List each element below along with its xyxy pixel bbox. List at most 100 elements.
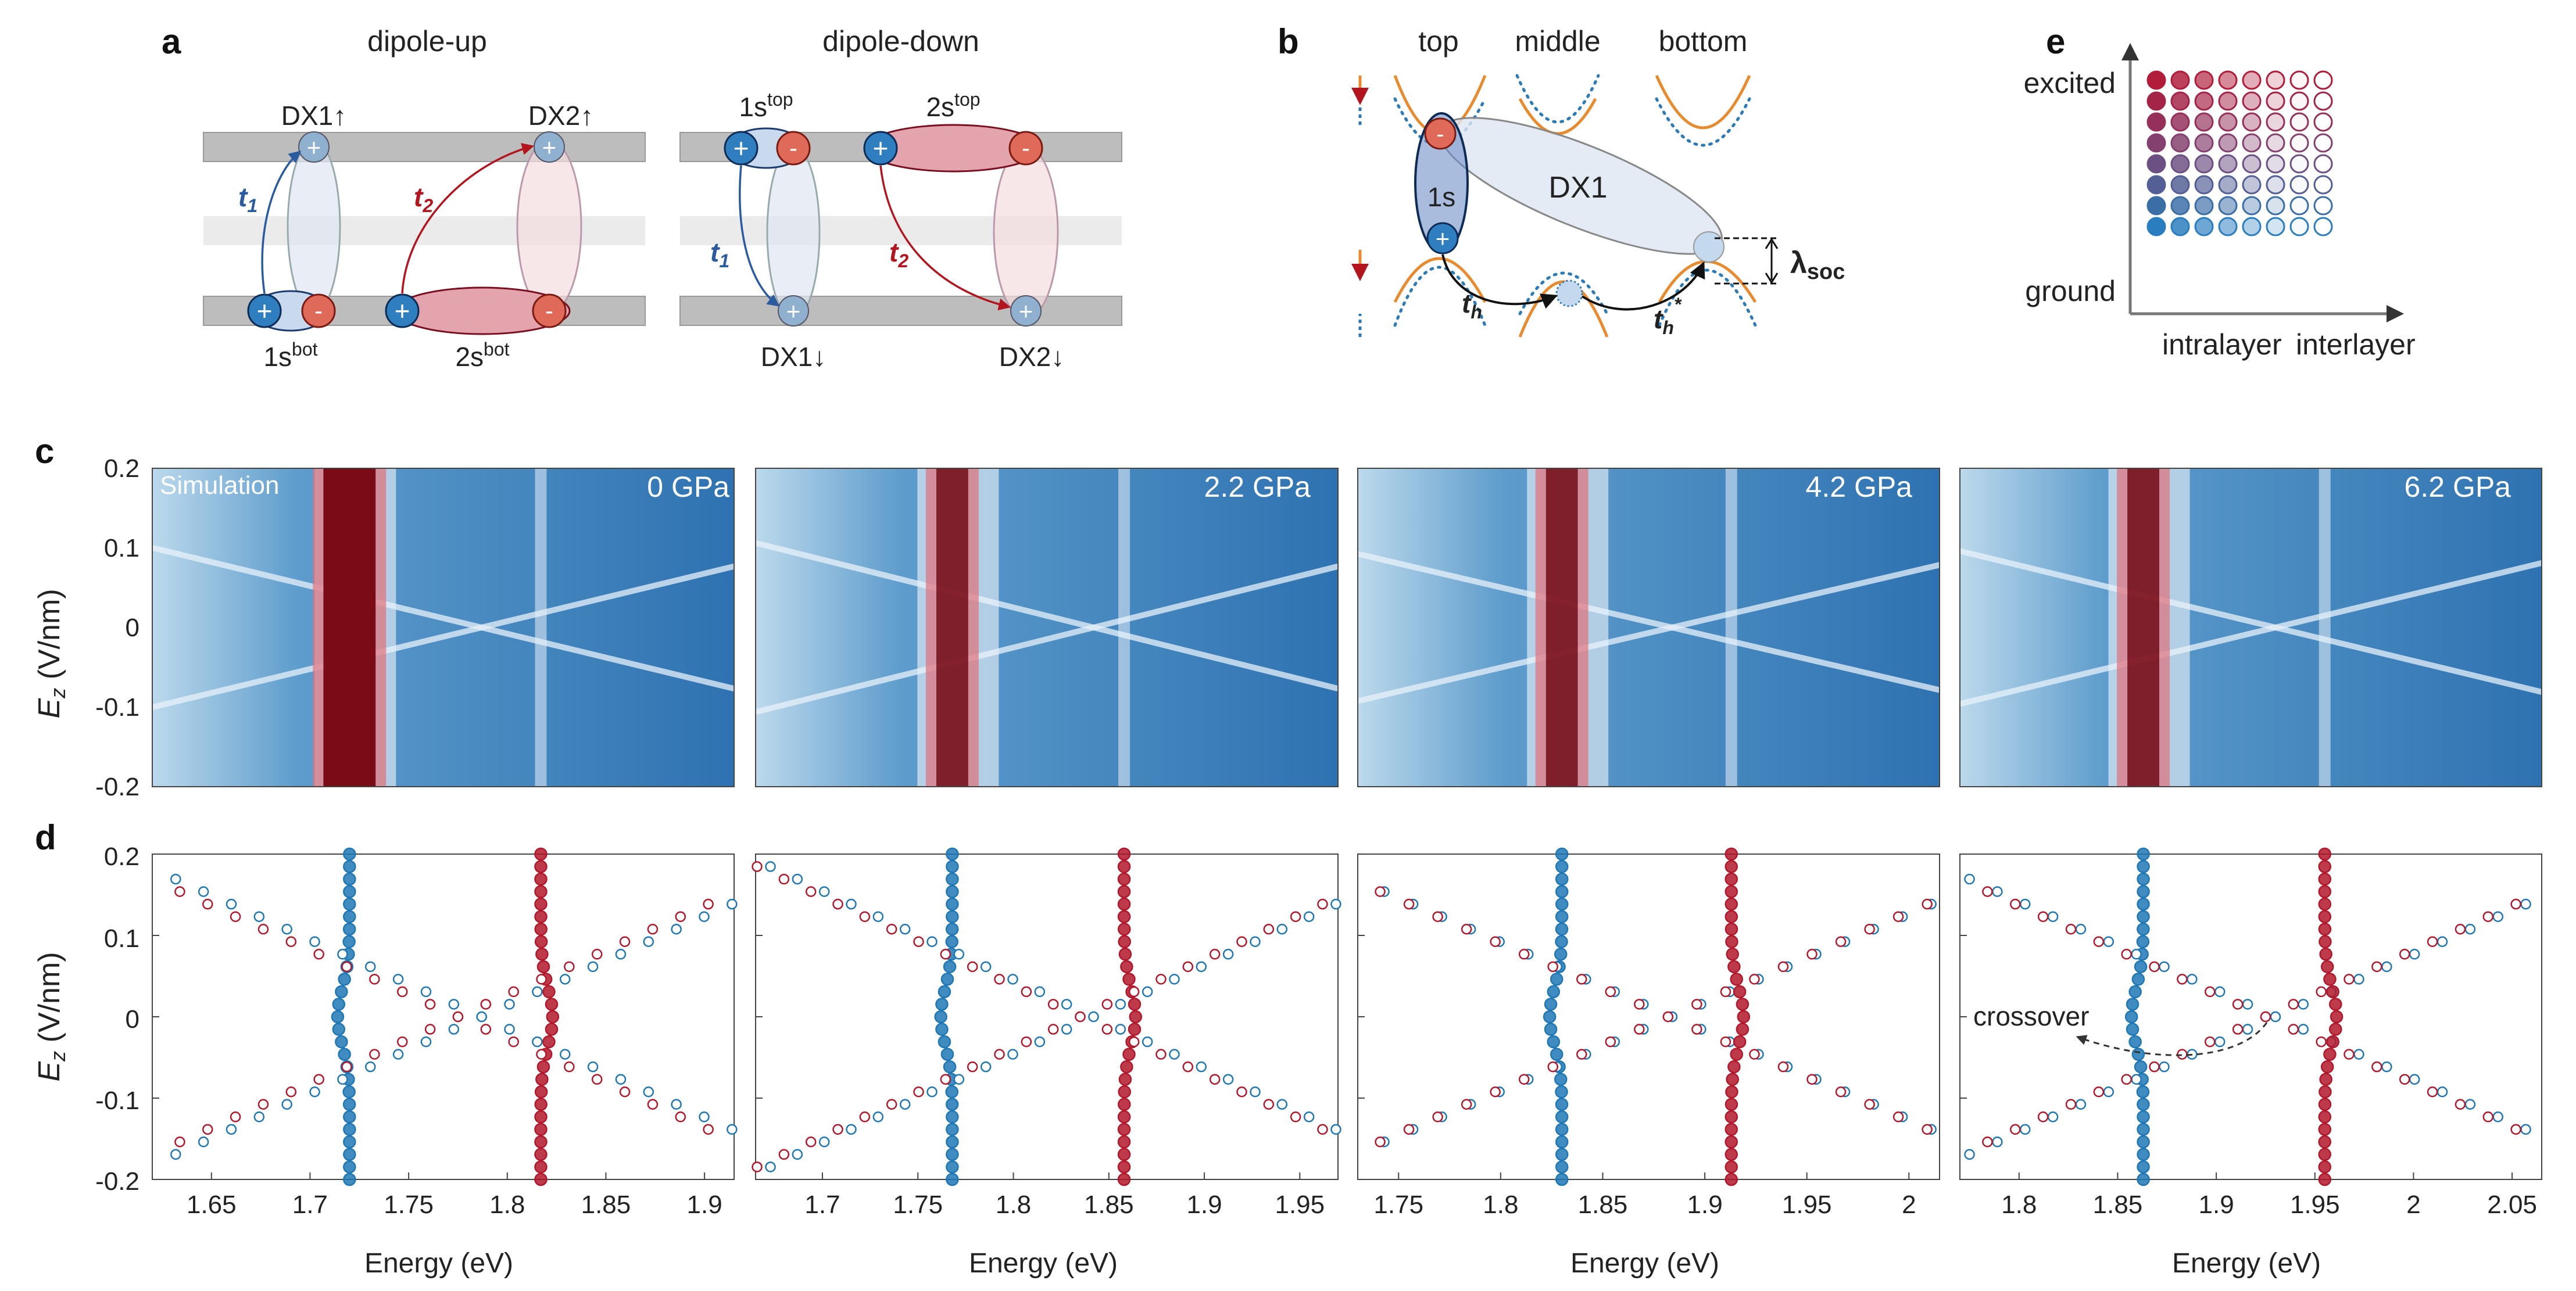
data-point [335, 985, 348, 999]
minus-sign: - [1022, 134, 1030, 162]
data-point [1806, 949, 1817, 960]
t2-sub: 2 [422, 195, 433, 216]
exciton-dot [2218, 133, 2238, 153]
data-point [534, 1085, 548, 1099]
data-point [1634, 999, 1645, 1010]
data-point [1725, 872, 1738, 886]
exciton-dot [2194, 175, 2214, 195]
dx2-down-label: DX2↓ [999, 342, 1064, 372]
charge-plus-faded: + [1010, 295, 1042, 327]
1s-text: 1s [263, 342, 292, 372]
data-point [2010, 898, 2021, 910]
data-point [392, 1049, 404, 1060]
data-point [2137, 922, 2150, 936]
data-point [619, 936, 631, 948]
data-point [1117, 1160, 1131, 1174]
heatmap-interlayer-line [1358, 551, 1940, 693]
data-point [1547, 985, 1561, 999]
data-point [534, 922, 548, 936]
data-point [1730, 973, 1743, 986]
exciton-dot [2242, 217, 2262, 236]
data-point [2409, 949, 2420, 960]
data-point [534, 860, 548, 873]
data-point [341, 1061, 352, 1073]
minus-sign: - [789, 134, 797, 162]
data-point [1555, 1123, 1569, 1136]
data-point [2319, 1073, 2332, 1086]
data-point [1777, 961, 1789, 973]
1s-top-label: 1stop [739, 89, 793, 122]
data-point [2137, 1172, 2150, 1186]
col-bottom-label: bottom [1659, 25, 1748, 58]
data-point [1007, 974, 1018, 985]
x-tick-label: 1.85 [581, 1190, 631, 1219]
data-point [2319, 935, 2332, 949]
data-point [1117, 922, 1131, 936]
data-point [2232, 1024, 2244, 1035]
data-point [1982, 1136, 1993, 1147]
data-point [170, 873, 181, 885]
data-point [1047, 999, 1059, 1010]
x-tick-label: 1.8 [1483, 1190, 1518, 1219]
data-point [2399, 949, 2410, 960]
t1-label: t1 [710, 237, 729, 271]
data-point [2131, 1048, 2145, 1061]
panel-label-b: b [1278, 22, 1299, 61]
data-point [343, 1123, 356, 1136]
data-point [2137, 910, 2150, 923]
data-point [1555, 1098, 1569, 1111]
th-star-text: t [1654, 304, 1663, 334]
data-point [1118, 1085, 1131, 1099]
data-point [2319, 948, 2332, 961]
data-point [420, 986, 432, 998]
exciton-dot [2266, 154, 2285, 174]
data-point [2037, 911, 2049, 922]
data-point [1720, 1036, 1731, 1048]
data-point [2316, 986, 2327, 998]
data-point [343, 1147, 356, 1161]
scatter-panel: 1.75 1.8 1.85 1.9 1.95 2 [1357, 847, 1940, 1219]
data-point [946, 860, 959, 873]
data-point [1576, 974, 1587, 985]
data-point [342, 1098, 356, 1111]
data-point [1892, 911, 1904, 922]
c-ylabel-e: E [33, 698, 66, 719]
data-point [534, 935, 548, 949]
data-point [2121, 949, 2132, 960]
data-point [1128, 1036, 1140, 1048]
data-point [953, 949, 965, 960]
exciton-dot [2266, 70, 2285, 90]
data-point [230, 911, 241, 922]
dipole-up-title: dipole-up [367, 25, 487, 58]
data-point [926, 1086, 938, 1098]
data-point [727, 898, 738, 910]
exciton-dot [2242, 154, 2262, 174]
data-point [2320, 960, 2334, 974]
data-point [2520, 898, 2531, 910]
data-point [1263, 1099, 1275, 1110]
data-point [899, 923, 911, 935]
c-ylabel-unit: (V/nm) [33, 589, 66, 687]
data-point [934, 1010, 947, 1024]
charge-minus: - [532, 293, 567, 328]
c-y-ticks: 0.2 0.1 0 -0.1 -0.2 [95, 454, 139, 801]
exciton-dot [2170, 217, 2190, 236]
th-star-label: th* [1654, 294, 1682, 338]
data-point [2177, 1049, 2188, 1060]
data-point [945, 922, 959, 936]
data-point [309, 1086, 320, 1098]
data-point [2149, 1061, 2160, 1073]
e-y-top-label: excited [2024, 67, 2116, 99]
heatmap-red-intra-line [535, 468, 547, 787]
data-point [619, 1086, 631, 1098]
heatmap-panel [1960, 468, 2542, 787]
data-point [1725, 910, 1738, 923]
dx1-down-label: DX1↓ [761, 342, 826, 372]
data-point [1117, 1098, 1131, 1111]
data-point [369, 974, 380, 985]
x-tick-label: 1.9 [687, 1190, 722, 1219]
data-point [1736, 1023, 1749, 1036]
data-point [2019, 898, 2031, 910]
charge-minus: - [776, 131, 811, 166]
band-blue-dotted [1393, 266, 1487, 327]
